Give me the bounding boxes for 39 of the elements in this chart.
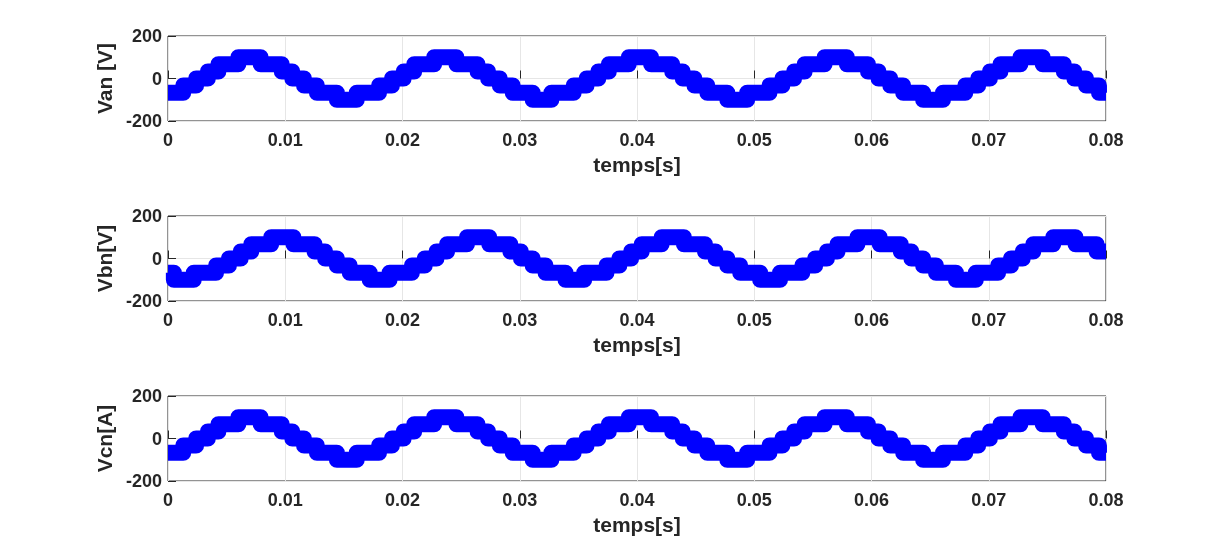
x-tick-label: 0.08 — [1088, 130, 1124, 150]
x-axis-title: temps[s] — [593, 513, 681, 536]
x-axis-title: temps[s] — [593, 333, 681, 356]
x-tick-label: 0.05 — [736, 130, 772, 150]
x-tick-label: 0.06 — [853, 130, 890, 150]
y-tick-label: 200 — [131, 26, 162, 46]
x-tick-label: 0.02 — [384, 130, 421, 150]
x-tick-label: 0.03 — [502, 490, 538, 510]
y-tick-label: 0 — [151, 428, 162, 449]
x-tick-label: 0.07 — [971, 310, 1007, 330]
y-tick-label: 200 — [131, 206, 162, 226]
y-tick-label: -200 — [125, 471, 162, 491]
x-tick-label: 0.02 — [384, 310, 421, 330]
x-tick-label: 0.01 — [267, 310, 303, 330]
x-tick-label: 0.04 — [619, 490, 655, 510]
y-axis-title: Vcn[A] — [93, 404, 117, 473]
x-tick-label: 0.04 — [619, 310, 655, 330]
x-tick-label: 0.06 — [853, 310, 890, 330]
x-tick-label: 0.03 — [502, 310, 538, 330]
x-tick-label: 0.07 — [971, 130, 1007, 150]
x-tick-label: 0.01 — [267, 490, 303, 510]
y-axis-title: Van [V] — [93, 42, 117, 115]
x-tick-label: 0.08 — [1088, 490, 1124, 510]
x-tick-label: 0.05 — [736, 490, 772, 510]
x-tick-label: 0.07 — [971, 490, 1007, 510]
x-tick-label: 0.01 — [267, 130, 303, 150]
x-tick-label: 0.05 — [736, 310, 772, 330]
x-tick-label: 0.06 — [853, 490, 890, 510]
x-tick-label: 0.04 — [619, 130, 655, 150]
x-axis-title: temps[s] — [593, 153, 681, 176]
y-tick-label: 200 — [131, 386, 162, 406]
y-tick-label: -200 — [125, 111, 162, 131]
x-tick-label: 0.03 — [502, 130, 538, 150]
x-tick-label: 0.08 — [1088, 310, 1124, 330]
x-tick-label: 0.02 — [384, 490, 421, 510]
y-tick-label: -200 — [125, 291, 162, 311]
y-tick-label: 0 — [151, 68, 162, 89]
y-axis-title: Vbn[V] — [93, 224, 117, 293]
y-tick-label: 0 — [151, 248, 162, 269]
